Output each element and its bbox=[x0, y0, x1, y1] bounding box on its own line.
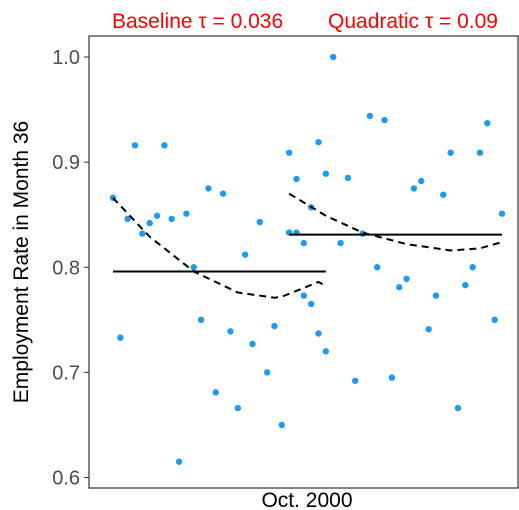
scatter-point bbox=[418, 177, 425, 185]
y-tick-label: 0.7 bbox=[52, 362, 80, 384]
baseline-annotation: Baseline τ = 0.036 bbox=[112, 10, 283, 33]
scatter-point bbox=[183, 210, 190, 217]
plot-frame bbox=[88, 35, 519, 489]
scatter-point bbox=[440, 191, 447, 198]
fit-lines bbox=[112, 192, 503, 299]
scatter-point bbox=[300, 239, 308, 247]
quadratic-fit-left bbox=[112, 197, 327, 299]
scatter-point bbox=[256, 218, 263, 226]
scatter-point bbox=[469, 264, 476, 271]
scatter-point bbox=[403, 275, 410, 283]
scatter-point bbox=[484, 120, 491, 127]
y-axis-label: Employment Rate in Month 36 bbox=[10, 121, 33, 403]
scatter-point bbox=[139, 230, 146, 237]
scatter-point bbox=[197, 316, 205, 324]
scatter-point bbox=[344, 174, 352, 182]
scatter-point bbox=[447, 149, 454, 156]
scatter-point bbox=[381, 116, 388, 124]
scatter-point bbox=[271, 322, 278, 330]
scatter-point bbox=[131, 142, 139, 149]
scatter-point bbox=[322, 170, 330, 177]
x-axis-label: Oct. 2000 bbox=[261, 489, 352, 510]
scatter-point bbox=[432, 292, 440, 299]
scatter-point bbox=[146, 219, 153, 227]
scatter-point bbox=[352, 377, 359, 384]
scatter-point bbox=[234, 404, 241, 412]
scatter-point bbox=[366, 112, 374, 120]
scatter-point bbox=[337, 239, 344, 247]
scatter-point bbox=[241, 251, 249, 258]
scatter-point bbox=[374, 264, 381, 271]
scatter-point bbox=[212, 389, 219, 396]
scatter-point bbox=[161, 142, 168, 149]
scatter-point bbox=[425, 326, 432, 333]
scatter-point bbox=[307, 300, 315, 308]
y-axis-ticks bbox=[84, 56, 89, 478]
scatter-point bbox=[227, 328, 234, 335]
scatter-point bbox=[476, 149, 484, 156]
quadratic-fit-right bbox=[288, 192, 503, 252]
scatter-point bbox=[263, 369, 271, 376]
scatter-point bbox=[300, 292, 308, 299]
scatter-point bbox=[462, 281, 469, 289]
y-tick-label: 1.0 bbox=[52, 47, 80, 69]
scatter-point bbox=[322, 348, 330, 355]
scatter-point bbox=[315, 330, 322, 337]
scatter-point bbox=[454, 404, 462, 412]
scatter-point bbox=[491, 316, 498, 324]
quadratic-annotation: Quadratic τ = 0.09 bbox=[328, 10, 498, 33]
scatter-point bbox=[190, 264, 197, 271]
y-tick-label: 0.6 bbox=[52, 467, 80, 489]
scatter-point bbox=[293, 175, 300, 183]
scatter-point bbox=[329, 53, 337, 61]
scatter-point bbox=[205, 185, 212, 192]
scatter-point bbox=[498, 210, 506, 217]
y-tick-label: 0.9 bbox=[52, 152, 80, 174]
scatter-point bbox=[124, 215, 131, 223]
scatter-point bbox=[285, 149, 293, 156]
scatter-point bbox=[219, 190, 227, 197]
scatter-point bbox=[388, 374, 396, 381]
scatter-point bbox=[117, 334, 124, 341]
scatter-point bbox=[168, 215, 175, 223]
scatter-points bbox=[109, 53, 506, 465]
scatter-point bbox=[249, 340, 256, 348]
scatter-point bbox=[278, 421, 286, 429]
scatter-point bbox=[315, 138, 322, 146]
y-axis-tick-labels: 0.6 0.7 0.8 0.9 1.0 bbox=[52, 47, 80, 489]
scatter-point bbox=[410, 185, 418, 192]
scatter-point bbox=[396, 284, 403, 291]
scatter-point bbox=[153, 212, 161, 219]
scatter-point bbox=[175, 458, 183, 465]
y-tick-label: 0.8 bbox=[52, 257, 80, 279]
